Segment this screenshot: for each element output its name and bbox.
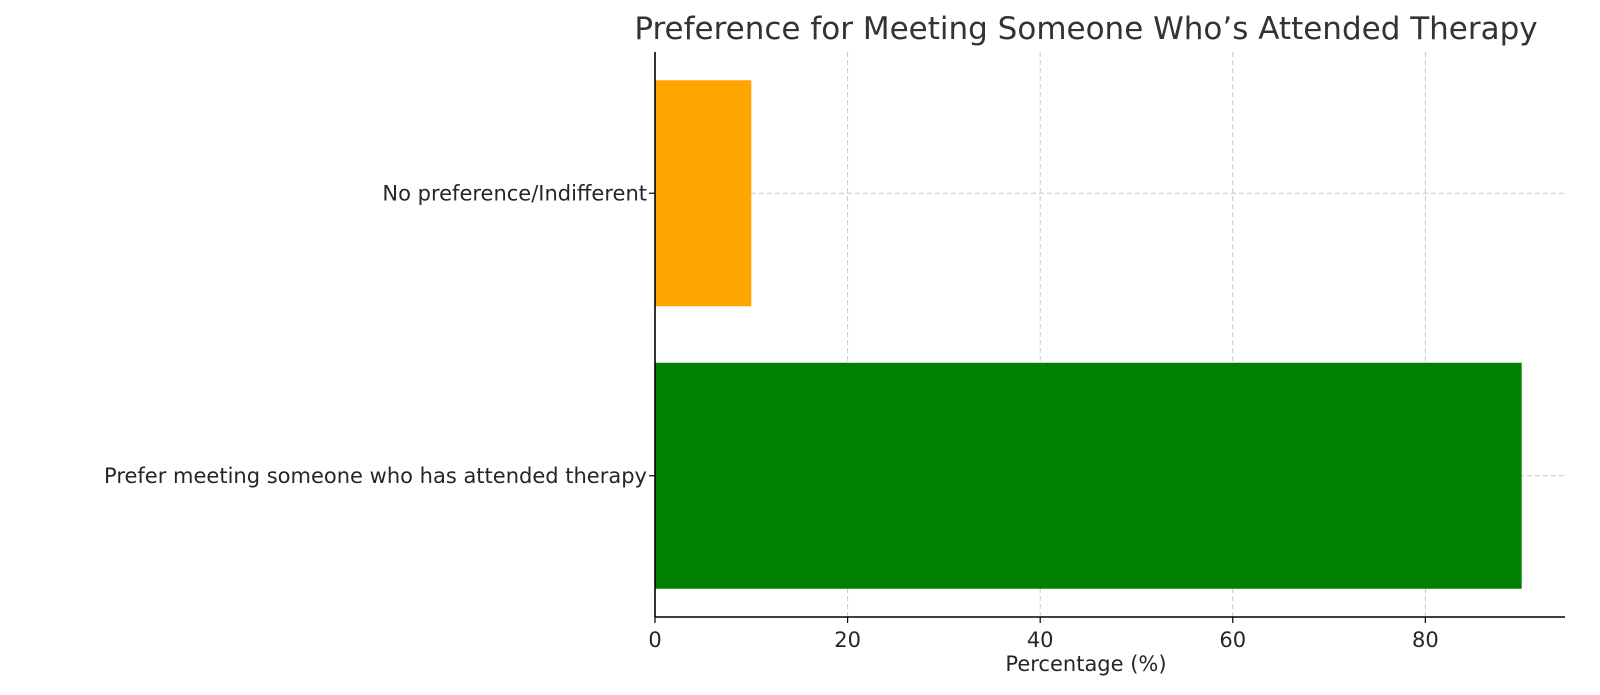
x-tick-label: 20 <box>834 628 861 652</box>
y-tick-label: No preference/Indifferent <box>382 181 647 205</box>
bar-1 <box>655 80 752 307</box>
axes-layer <box>654 52 1565 618</box>
x-tick-label: 40 <box>1027 628 1054 652</box>
chart-title: Preference for Meeting Someone Who’s Att… <box>634 11 1537 47</box>
bar-0 <box>655 362 1522 589</box>
y-tick-label: Prefer meeting someone who has attended … <box>104 464 647 488</box>
x-axis-label: Percentage (%) <box>1005 652 1166 676</box>
x-tick-label: 0 <box>648 628 661 652</box>
bars-layer <box>655 80 1522 589</box>
y-ticks: Prefer meeting someone who has attended … <box>104 181 655 488</box>
x-ticks: 0 20 40 60 80 <box>648 617 1439 652</box>
x-tick-label: 60 <box>1219 628 1246 652</box>
x-tick-label: 80 <box>1412 628 1439 652</box>
